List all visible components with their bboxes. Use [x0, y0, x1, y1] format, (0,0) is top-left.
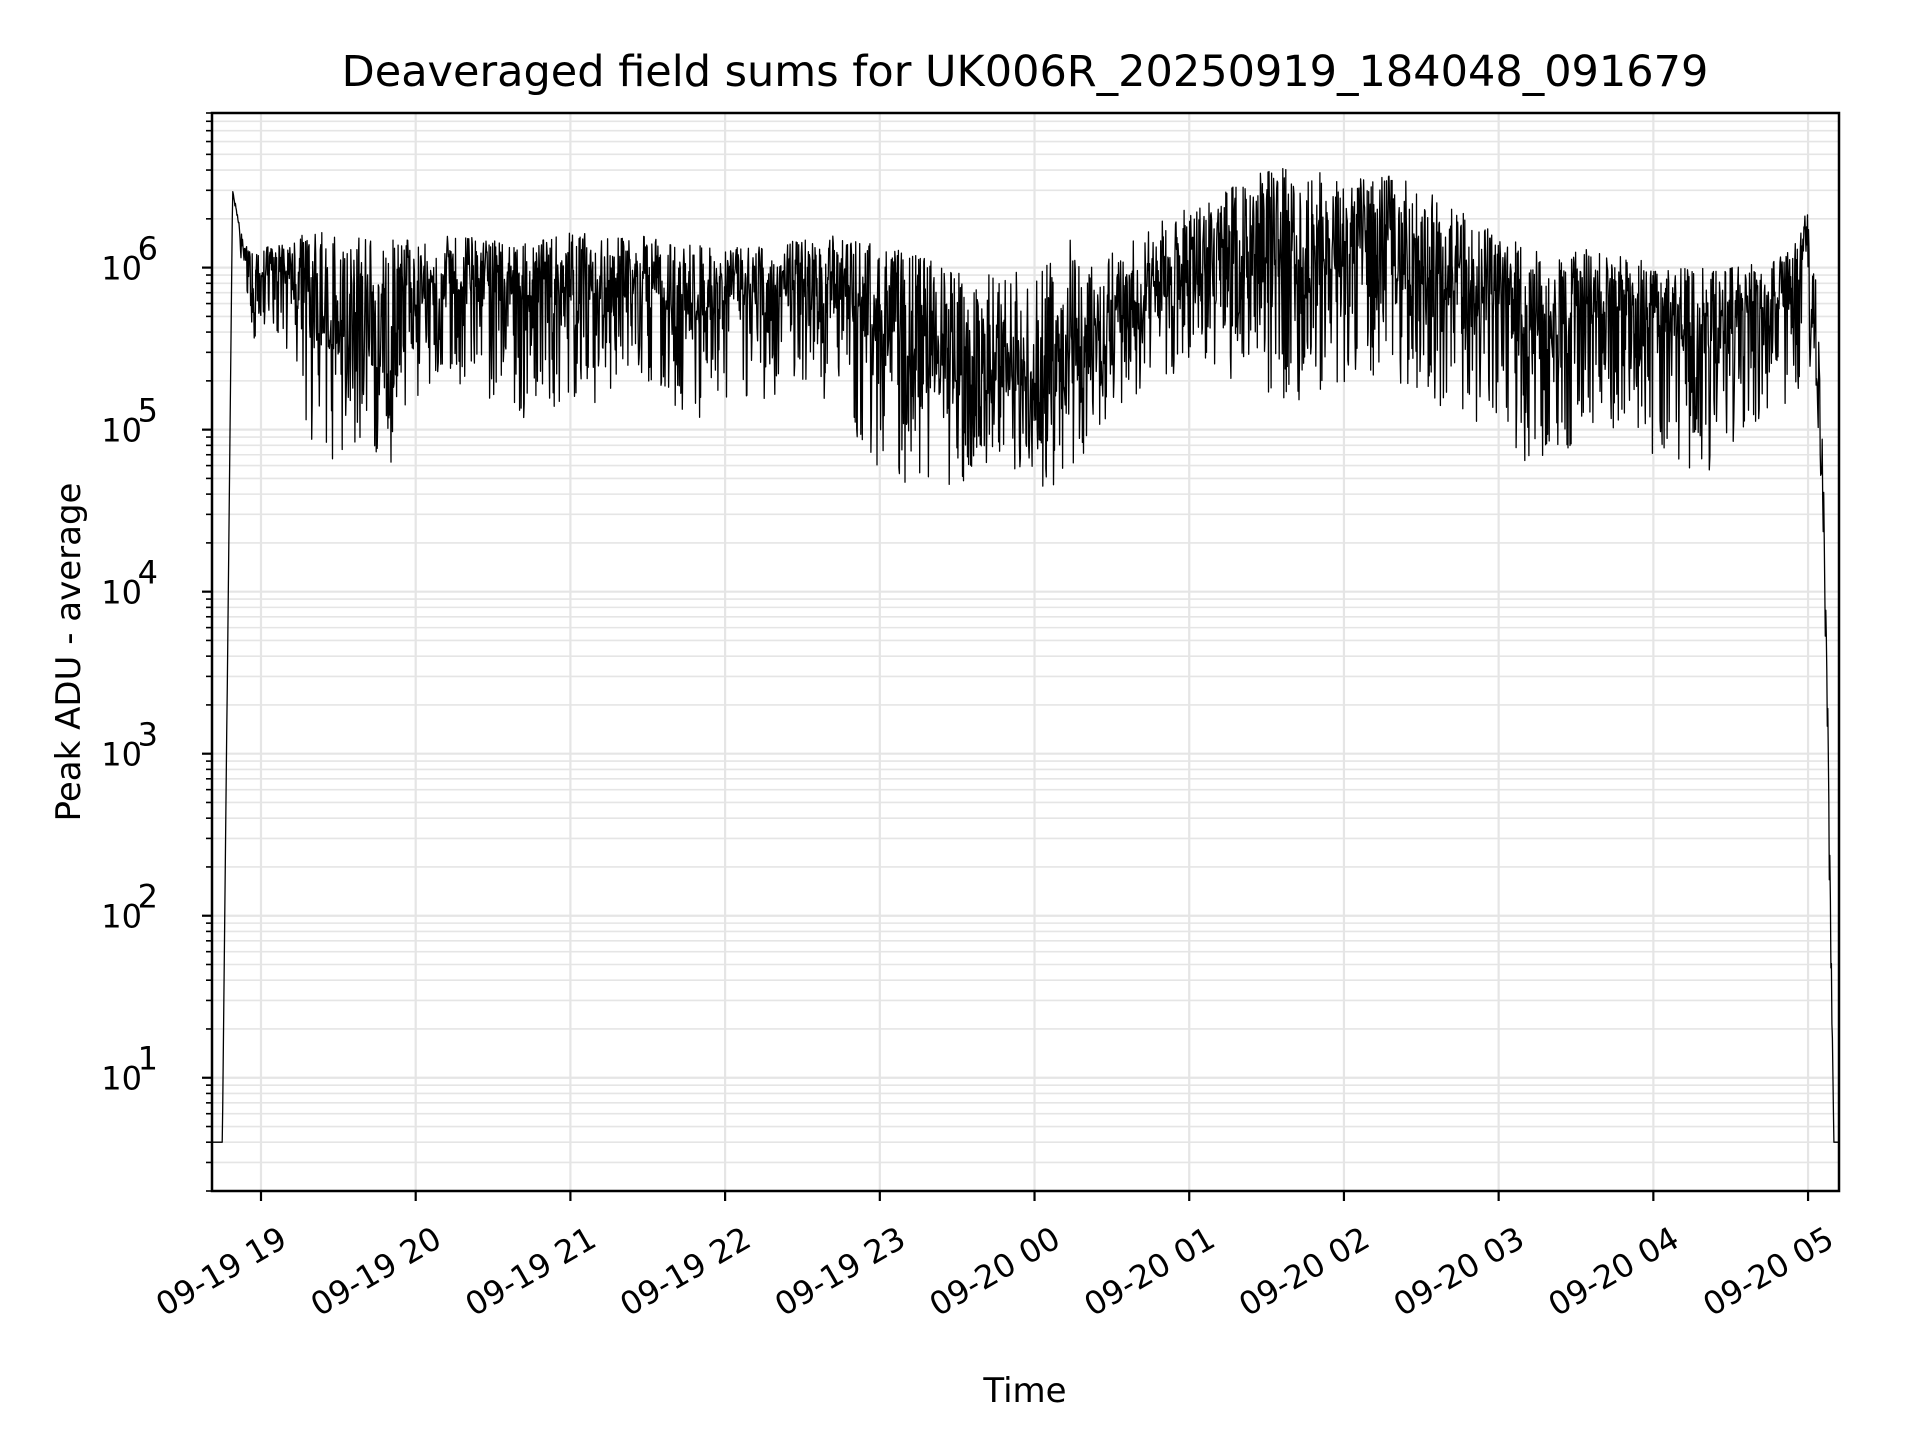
- y-tick-label: 10: [101, 1060, 142, 1098]
- y-tick-label: 10: [101, 250, 142, 288]
- chart-title: Deaveraged field sums for UK006R_2025091…: [342, 47, 1709, 97]
- series-line: [212, 167, 1839, 1143]
- y-tick-label: 10: [101, 736, 142, 774]
- y-tick-exponent: 4: [138, 554, 158, 592]
- plot-frame: [210, 111, 1841, 1193]
- y-tick-label: 10: [101, 898, 142, 936]
- y-axis-label: Peak ADU - average: [49, 483, 89, 822]
- y-tick-exponent: 3: [138, 716, 158, 754]
- y-tick-label: 10: [101, 412, 142, 450]
- y-tick-exponent: 2: [138, 878, 158, 916]
- series-layer: [212, 167, 1839, 1143]
- y-tick-exponent: 1: [138, 1040, 158, 1078]
- y-tick-exponent: 5: [138, 392, 158, 430]
- x-axis-label: Time: [982, 1371, 1066, 1411]
- y-tick-exponent: 6: [138, 230, 158, 268]
- y-tick-label: 10: [101, 574, 142, 612]
